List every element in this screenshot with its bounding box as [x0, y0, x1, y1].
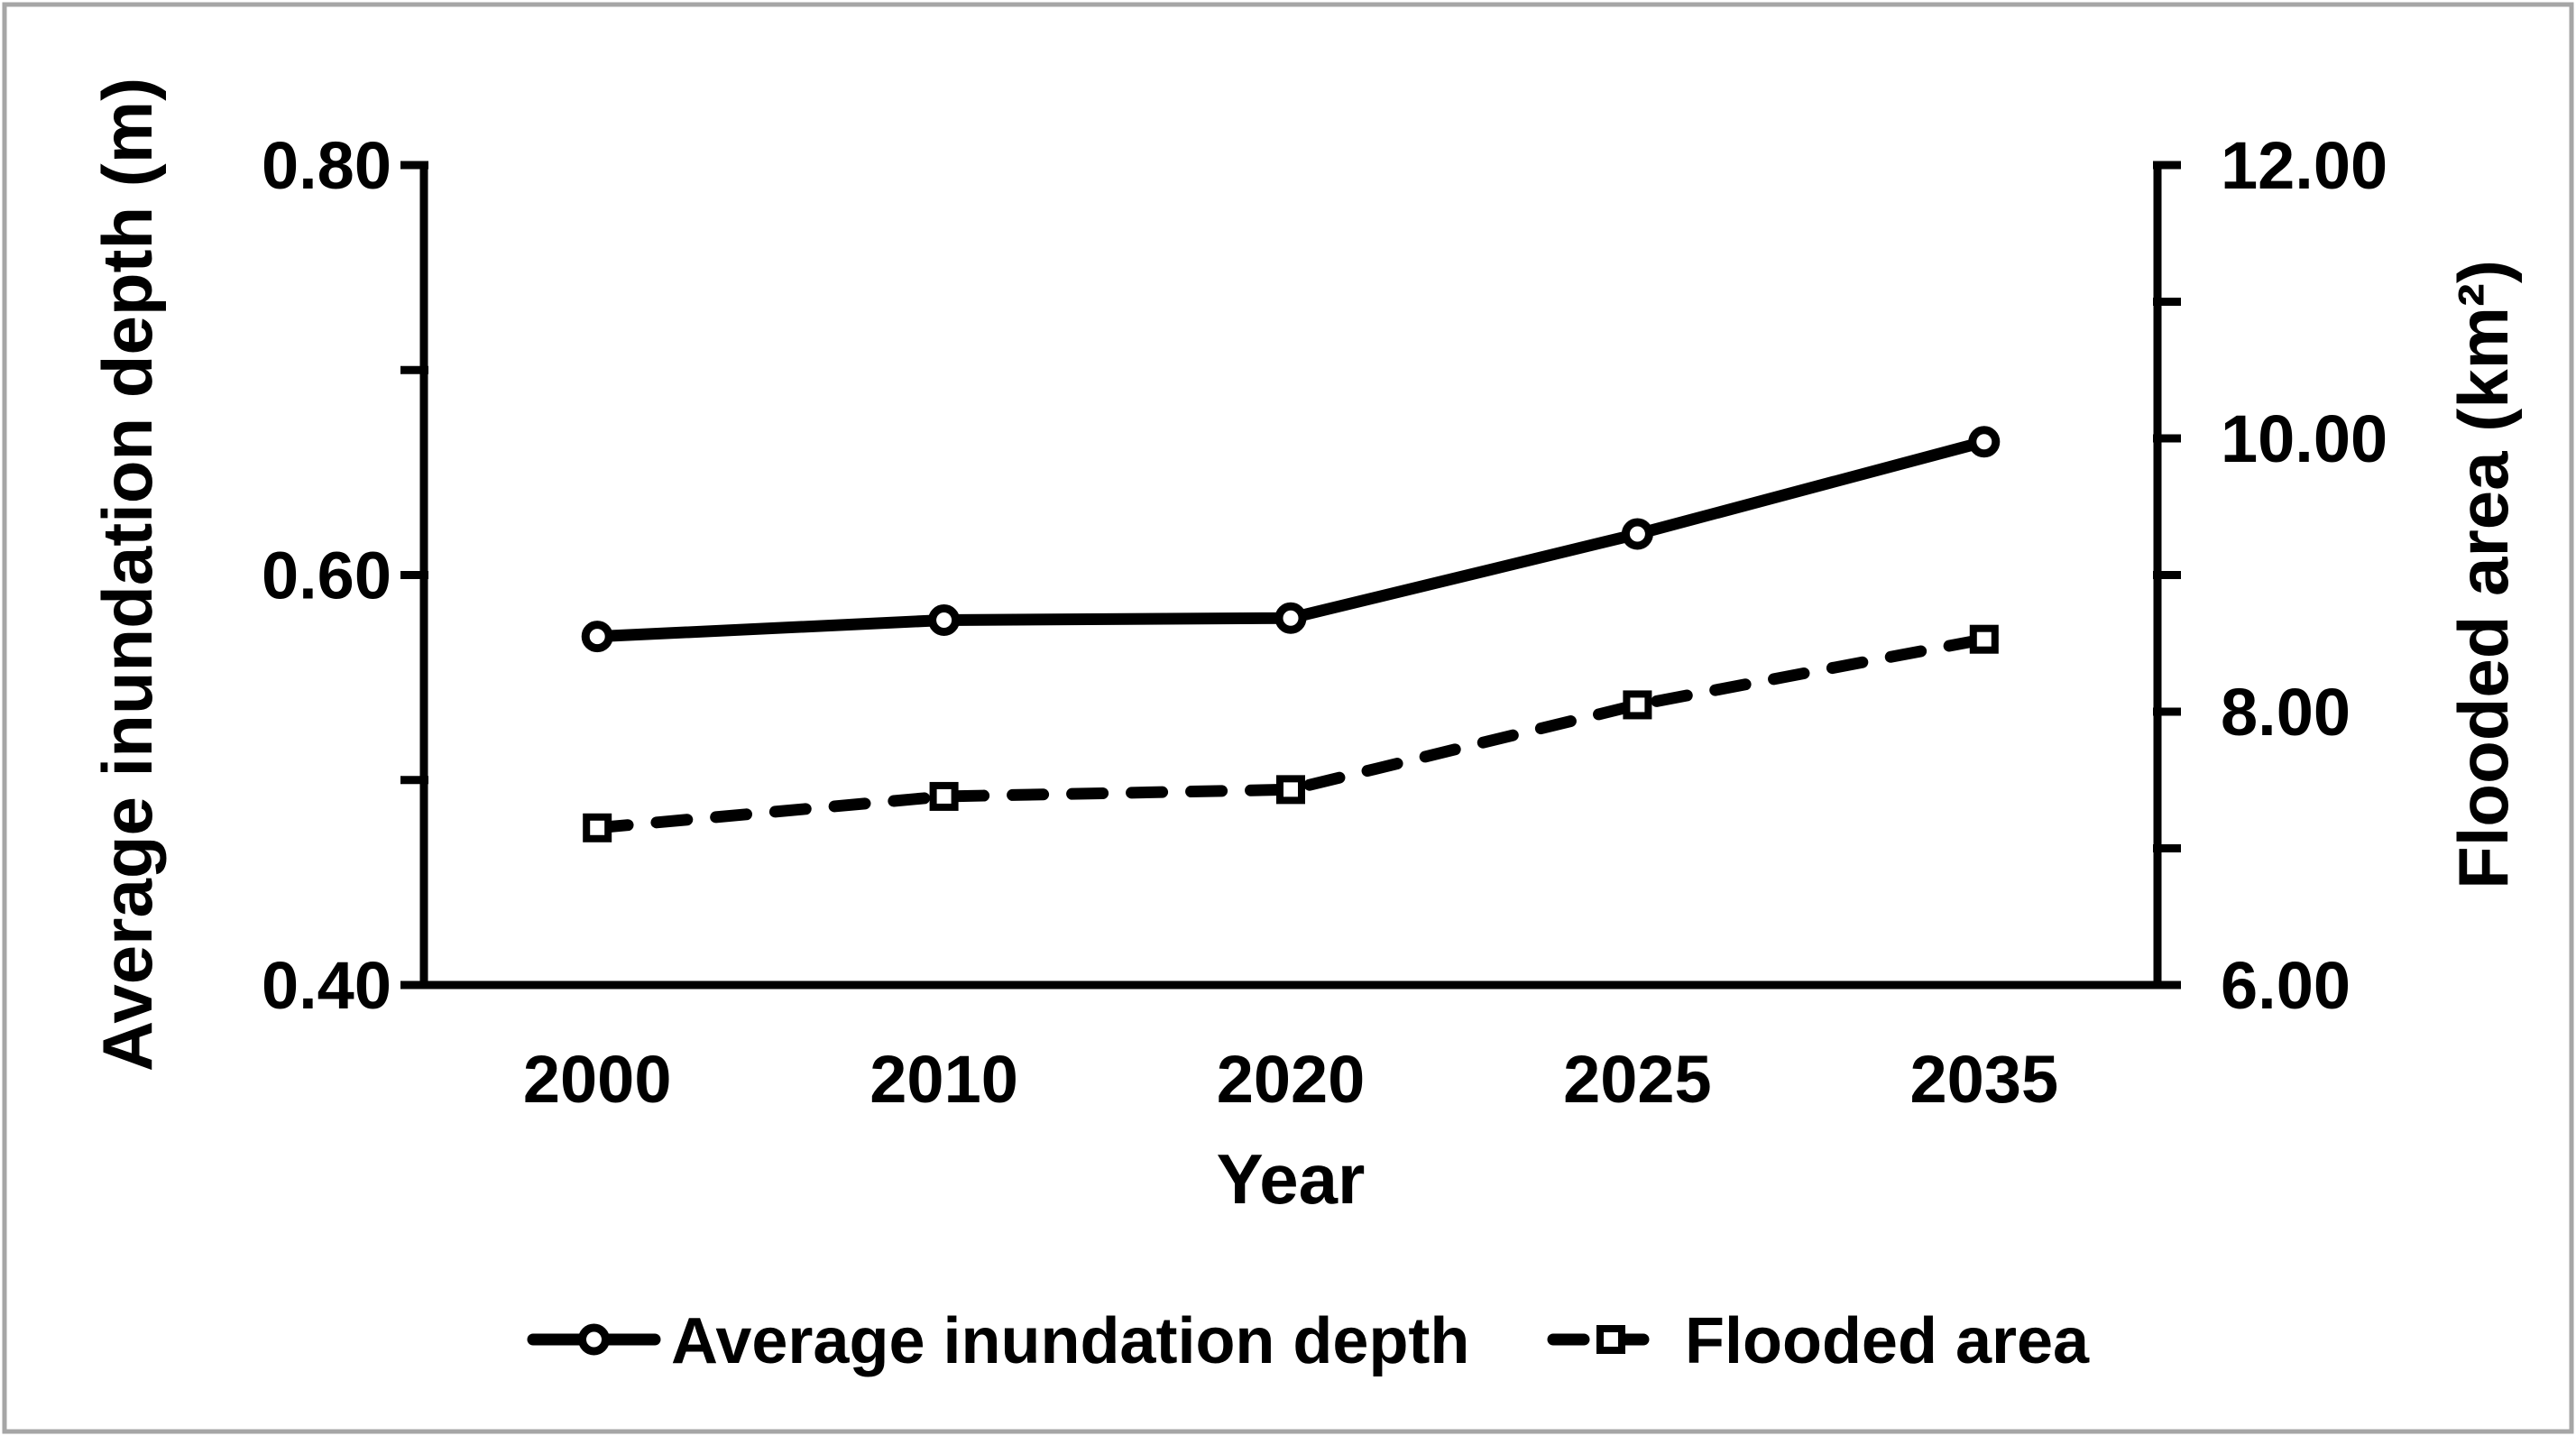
y-right-tick-label: 6.00 [2221, 948, 2351, 1023]
data-point-square-flooded-area [1276, 775, 1305, 805]
x-tick-label: 2000 [523, 1042, 672, 1117]
y-left-tick-label: 0.60 [262, 538, 391, 613]
data-point-circle-average-inundation-depth [1968, 426, 2001, 458]
y-left-tick-label: 0.80 [262, 128, 391, 203]
y-right-tick-label: 12.00 [2221, 128, 2387, 203]
data-point-circle-average-inundation-depth [928, 603, 961, 636]
y-right-tick-label: 8.00 [2221, 675, 2351, 750]
y-left-tick-label: 0.40 [262, 948, 391, 1023]
series-layer [581, 426, 2001, 842]
legend: Average inundation depth Flooded area [527, 1305, 2090, 1377]
y-left-ticks: 0.80 0.60 0.40 [262, 128, 428, 1023]
x-tick-label: 2010 [869, 1042, 1018, 1117]
x-axis-labels: 2000 2010 2020 2025 2035 [523, 1042, 2058, 1117]
data-point-circle-average-inundation-depth [1274, 602, 1307, 634]
y-right-tick-label: 10.00 [2221, 401, 2387, 476]
data-point-square-flooded-area [1623, 690, 1652, 720]
data-point-square-flooded-area [1969, 624, 1999, 654]
data-point-circle-average-inundation-depth [581, 621, 613, 653]
x-tick-label: 2035 [1909, 1042, 2058, 1117]
data-point-circle-average-inundation-depth [1621, 518, 1653, 550]
legend-marker-circle-icon [578, 1323, 610, 1356]
x-tick-label: 2020 [1217, 1042, 1366, 1117]
x-tick-label: 2025 [1563, 1042, 1712, 1117]
y-right-ticks: 12.00 10.00 8.00 6.00 [2153, 128, 2387, 1023]
legend-label-average-inundation-depth: Average inundation depth [671, 1305, 1469, 1377]
y-right-axis-title: Flooded area (km²) [2443, 260, 2523, 889]
y-left-axis-title: Average inundation depth (m) [87, 78, 167, 1072]
legend-marker-square-icon [1596, 1325, 1625, 1354]
data-point-square-flooded-area [583, 813, 612, 842]
x-axis-title: Year [1217, 1139, 1366, 1219]
data-point-square-flooded-area [929, 781, 959, 811]
legend-label-flooded-area: Flooded area [1685, 1305, 2090, 1377]
